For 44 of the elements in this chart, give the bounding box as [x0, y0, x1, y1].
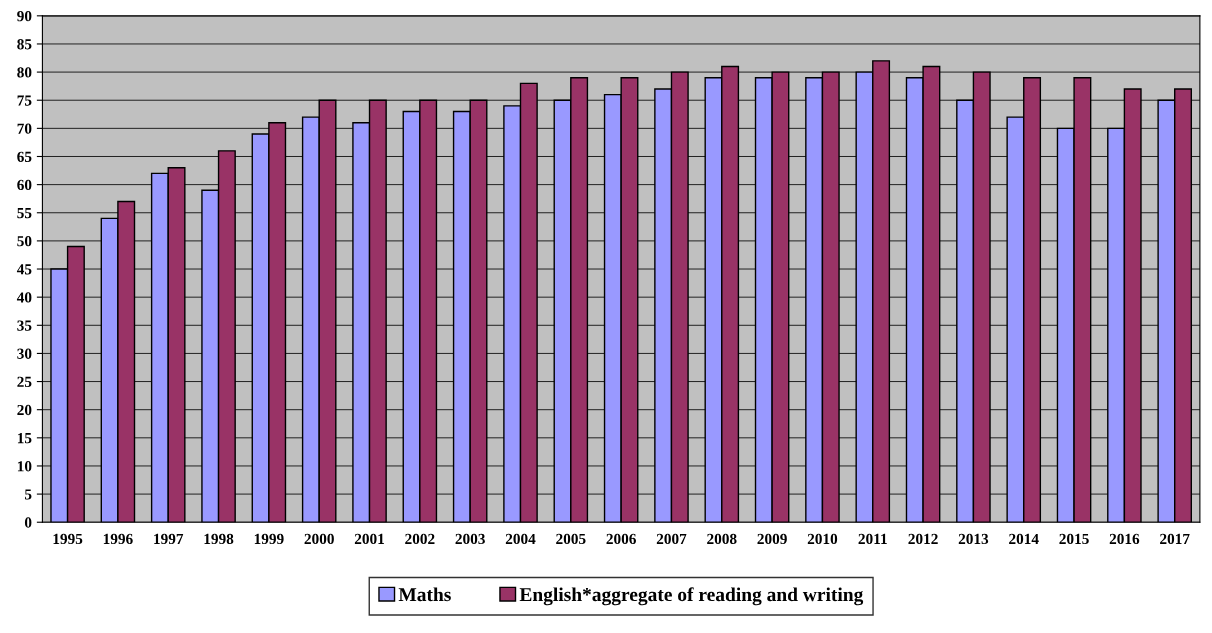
y-tick-label: 65	[17, 151, 32, 162]
y-tick-label: 55	[17, 208, 32, 219]
y-tick-label: 50	[17, 236, 32, 247]
x-tick-label: 2013	[958, 533, 989, 545]
x-tick-label: 1996	[103, 533, 133, 545]
x-tick-label: 2011	[858, 533, 887, 545]
y-tick-label: 30	[17, 348, 32, 359]
legend-label: Maths	[398, 587, 451, 602]
x-tick-label: 2012	[908, 533, 938, 545]
x-tick-label: 2009	[757, 533, 787, 545]
x-tick-label: 1995	[53, 533, 83, 545]
x-tick-label: 2007	[656, 533, 687, 545]
x-tick-label: 2003	[455, 533, 485, 545]
x-tick-label: 1998	[204, 533, 234, 545]
y-tick-label: 40	[16, 292, 32, 303]
y-tick-label: 0	[24, 517, 32, 528]
y-tick-label: 15	[17, 433, 32, 444]
x-tick-label: 2008	[707, 533, 737, 545]
x-tick-label: 1999	[254, 533, 284, 545]
x-tick-label: 1997	[154, 533, 184, 545]
x-tick-label: 2014	[1009, 533, 1039, 545]
x-tick-label: 2006	[606, 533, 636, 545]
x-tick-label: 2017	[1160, 533, 1190, 545]
x-tick-label: 2002	[405, 533, 435, 545]
y-tick-label: 75	[17, 95, 32, 106]
y-tick-label: 20	[17, 404, 32, 416]
y-tick-label: 80	[17, 67, 32, 78]
y-tick-label: 60	[17, 179, 32, 191]
x-tick-label: 2015	[1059, 533, 1089, 545]
x-tick-label: 2001	[354, 533, 385, 545]
x-tick-label: 2005	[556, 533, 586, 545]
x-tick-label: 2004	[505, 533, 536, 545]
y-tick-label: 35	[17, 320, 32, 331]
y-tick-label: 10	[17, 461, 32, 472]
y-tick-label: 5	[24, 489, 32, 500]
y-tick-label: 85	[17, 39, 32, 50]
legend-label: English*aggregate of reading and writing	[519, 587, 864, 606]
x-tick-label: 2000	[304, 533, 334, 545]
y-tick-label: 25	[17, 376, 32, 388]
y-tick-label: 90	[17, 10, 32, 22]
x-tick-label: 2010	[807, 533, 838, 545]
x-tick-label: 2016	[1109, 533, 1140, 545]
y-tick-label: 70	[17, 123, 32, 134]
y-tick-label: 45	[16, 264, 32, 275]
